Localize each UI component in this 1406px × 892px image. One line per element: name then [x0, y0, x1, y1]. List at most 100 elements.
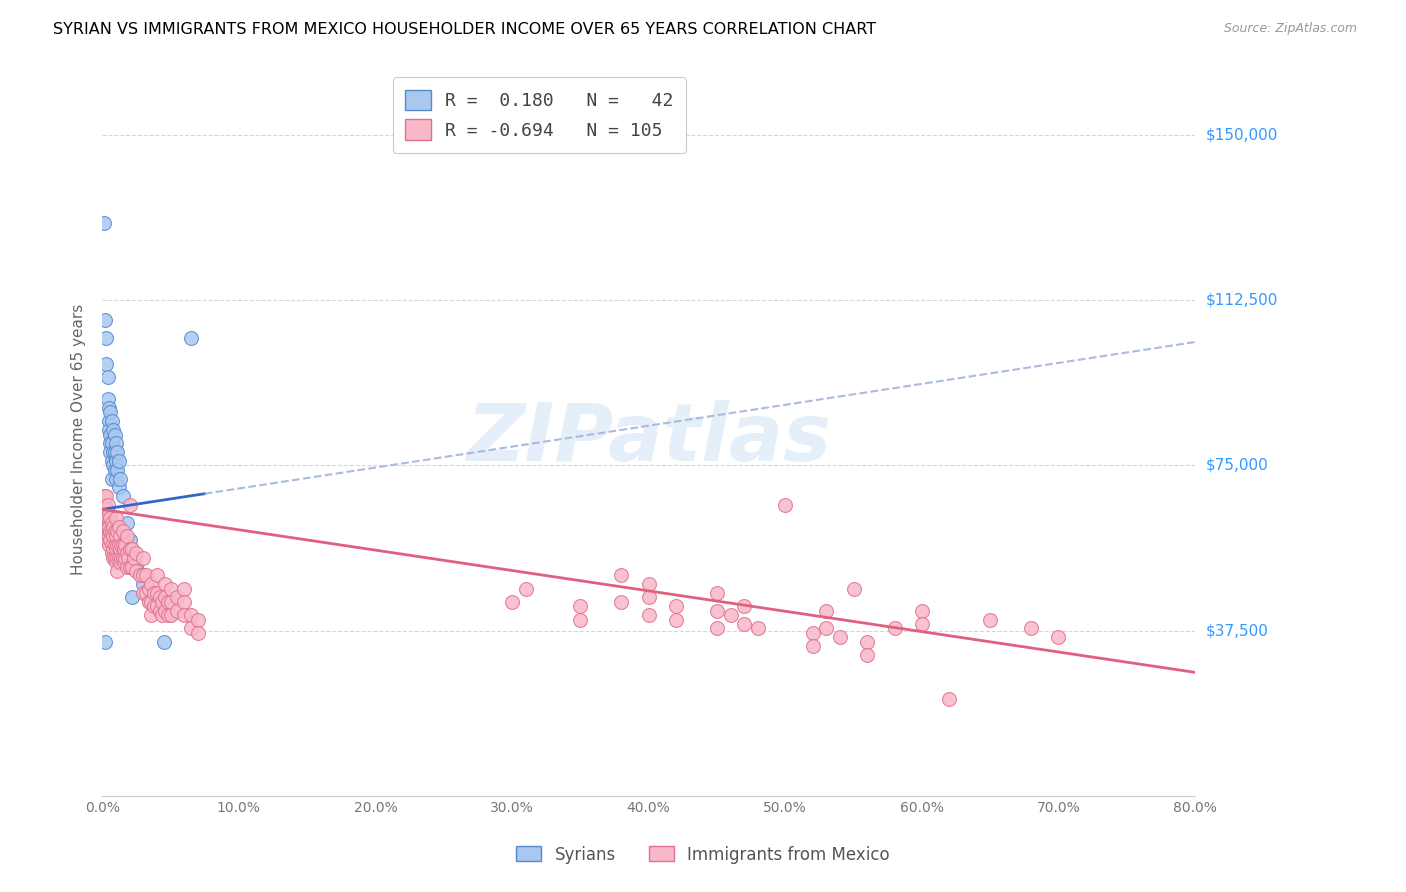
Point	[143, 586, 166, 600]
Point	[1047, 630, 1070, 644]
Point	[801, 639, 824, 653]
Point	[101, 542, 124, 557]
Point	[706, 621, 728, 635]
Point	[108, 542, 131, 557]
Point	[100, 414, 122, 428]
Point	[108, 472, 131, 486]
Legend: R =  0.180   N =   42, R = -0.694   N = 105: R = 0.180 N = 42, R = -0.694 N = 105	[392, 77, 686, 153]
Point	[132, 586, 155, 600]
Point	[93, 216, 115, 230]
Point	[97, 498, 120, 512]
Point	[103, 550, 125, 565]
Point	[173, 595, 195, 609]
Point	[150, 608, 173, 623]
Point	[979, 613, 1001, 627]
Point	[159, 595, 181, 609]
Point	[94, 507, 117, 521]
Text: $37,500: $37,500	[1206, 623, 1270, 638]
Point	[125, 564, 148, 578]
Point	[115, 516, 138, 530]
Point	[146, 599, 169, 614]
Point	[156, 608, 179, 623]
Point	[138, 582, 160, 596]
Point	[105, 463, 128, 477]
Point	[98, 507, 121, 521]
Point	[98, 401, 121, 416]
Point	[153, 591, 176, 605]
Point	[149, 591, 172, 605]
Point	[747, 621, 769, 635]
Point	[121, 591, 143, 605]
Point	[159, 582, 181, 596]
Point	[107, 520, 129, 534]
Point	[1019, 621, 1042, 635]
Point	[105, 538, 128, 552]
Point	[733, 616, 755, 631]
Point	[141, 577, 163, 591]
Point	[100, 516, 122, 530]
Point	[100, 454, 122, 468]
Point	[96, 357, 118, 371]
Point	[103, 463, 125, 477]
Point	[187, 613, 209, 627]
Point	[132, 550, 155, 565]
Point	[138, 595, 160, 609]
Point	[105, 524, 128, 539]
Point	[706, 586, 728, 600]
Point	[100, 546, 122, 560]
Point	[111, 538, 134, 552]
Point	[98, 414, 121, 428]
Point	[107, 454, 129, 468]
Point	[856, 648, 879, 662]
Point	[121, 559, 143, 574]
Point	[135, 568, 157, 582]
Text: ZIPatlas: ZIPatlas	[467, 400, 831, 478]
Point	[104, 436, 127, 450]
Point	[103, 427, 125, 442]
Point	[96, 489, 118, 503]
Point	[187, 625, 209, 640]
Point	[105, 445, 128, 459]
Point	[103, 524, 125, 539]
Point	[180, 608, 202, 623]
Point	[103, 538, 125, 552]
Point	[100, 533, 122, 548]
Text: Source: ZipAtlas.com: Source: ZipAtlas.com	[1223, 22, 1357, 36]
Point	[173, 582, 195, 596]
Point	[911, 604, 934, 618]
Point	[132, 568, 155, 582]
Point	[103, 445, 125, 459]
Point	[153, 577, 176, 591]
Point	[125, 546, 148, 560]
Point	[101, 550, 124, 565]
Point	[883, 621, 905, 635]
Text: $112,500: $112,500	[1206, 293, 1278, 308]
Text: $75,000: $75,000	[1206, 458, 1268, 473]
Point	[96, 502, 118, 516]
Point	[104, 511, 127, 525]
Point	[815, 604, 838, 618]
Point	[97, 511, 120, 525]
Point	[101, 458, 124, 473]
Point	[105, 564, 128, 578]
Point	[97, 370, 120, 384]
Point	[610, 595, 633, 609]
Point	[156, 595, 179, 609]
Point	[159, 608, 181, 623]
Point	[665, 599, 688, 614]
Point	[501, 595, 523, 609]
Point	[101, 445, 124, 459]
Point	[97, 520, 120, 534]
Point	[107, 480, 129, 494]
Point	[94, 498, 117, 512]
Point	[101, 520, 124, 534]
Point	[118, 542, 141, 557]
Point	[180, 621, 202, 635]
Point	[121, 542, 143, 557]
Point	[96, 533, 118, 548]
Point	[96, 520, 118, 534]
Point	[842, 582, 865, 596]
Point	[117, 550, 139, 565]
Point	[111, 550, 134, 565]
Point	[938, 691, 960, 706]
